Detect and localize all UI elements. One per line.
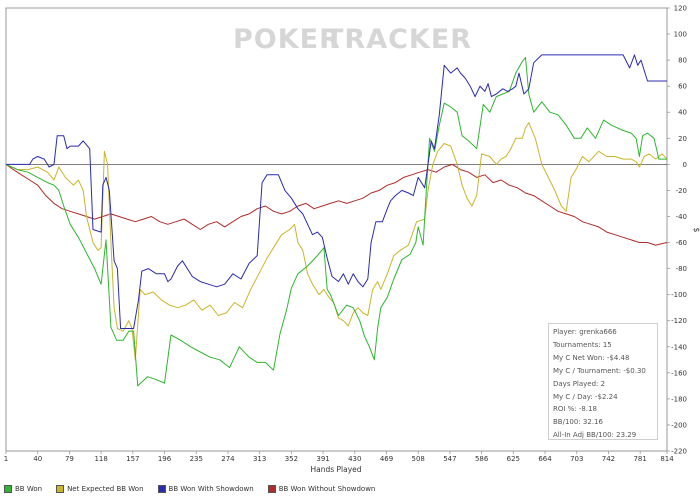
legend-label: BB Won With Showdown (168, 485, 254, 493)
x-tick-label: 625 (507, 455, 520, 463)
legend-label: BB Won (15, 485, 43, 493)
plot-frame (5, 7, 668, 452)
x-tick-label: 430 (348, 455, 361, 463)
y-tick-label: 20 (678, 135, 687, 143)
watermark-tracker: TRACKER (325, 24, 472, 55)
legend-swatch (267, 485, 276, 493)
y-tick-label: -160 (671, 369, 687, 377)
legend-item-bb-won[interactable]: BB Won (4, 485, 42, 493)
stats-tournaments: Tournaments: 15 (553, 340, 612, 349)
legend-swatch (4, 485, 12, 493)
x-axis-label: Hands Played (310, 465, 361, 474)
x-tick-label: 508 (412, 455, 425, 463)
y-tick-label: 120 (674, 5, 687, 13)
y-axis-label: $ (692, 228, 700, 233)
x-tick-label: 781 (633, 455, 646, 463)
y-tick-label: -140 (671, 343, 687, 351)
x-tick-label: 352 (285, 455, 298, 463)
y-tick-label: 0 (683, 161, 687, 169)
stats-net-won: My C Net Won: -$4.48 (553, 353, 630, 362)
stats-per-tournament: My C / Tournament: -$0.30 (553, 366, 646, 375)
y-tick-label: -180 (671, 395, 687, 403)
x-tick-label: 547 (443, 455, 456, 463)
stats-per-day: My C / Day: -$2.24 (553, 392, 618, 401)
y-tick-label: 40 (678, 109, 687, 117)
legend-swatch (56, 485, 65, 493)
y-tick-label: -220 (671, 448, 687, 456)
line-chart: POKER TRACKER 1 40 79 118 157 196 235 274 313 352… (4, 5, 700, 475)
y-tick-label: -200 (671, 421, 687, 429)
legend-item-with-showdown[interactable]: BB Won With Showdown (157, 485, 254, 493)
x-tick-label: 814 (660, 455, 674, 463)
x-tick-label: 79 (65, 455, 74, 463)
y-tick-label: -100 (671, 291, 687, 299)
x-tick-label: 274 (221, 455, 235, 463)
y-tick-label: -40 (676, 213, 687, 221)
x-tick-label: 313 (253, 455, 266, 463)
x-tick-label: 742 (602, 455, 615, 463)
series-group (5, 54, 668, 387)
y-tick-label: 80 (678, 57, 687, 65)
y-tick-label: -120 (671, 317, 687, 325)
x-tick-label: 664 (538, 455, 552, 463)
y-tick-label: -20 (676, 187, 687, 195)
legend: BB Won Net Expected BB Won BB Won With S… (4, 482, 375, 496)
series-line-net-expected-bb-won (5, 122, 668, 361)
legend-label: Net Expected BB Won (67, 485, 144, 493)
stats-player: Player: grenka666 (553, 328, 617, 336)
x-tick-label: 1 (4, 455, 8, 463)
x-tick-label: 40 (33, 455, 42, 463)
y-axis: 120 100 80 60 40 20 0 -20 -40 -60 -80 -100 -120 -140 -… (667, 5, 687, 456)
x-tick-label: 235 (190, 455, 203, 463)
watermark-poker: POKER (233, 24, 341, 55)
x-axis: 1 40 79 118 157 196 235 274 313 352 391 430 469 508 54… (4, 451, 674, 463)
stats-panel: Player: grenka666 Tournaments: 15 My C N… (548, 323, 658, 440)
series-line-bb-won-with-showdown (6, 54, 667, 329)
x-tick-label: 157 (126, 455, 139, 463)
x-tick-label: 118 (94, 455, 107, 463)
x-tick-label: 391 (316, 455, 329, 463)
x-tick-label: 196 (158, 455, 172, 463)
legend-item-net-expected[interactable]: Net Expected BB Won (56, 485, 144, 493)
y-tick-label: 100 (674, 31, 687, 39)
series-line-bb-won (5, 57, 667, 387)
legend-swatch (157, 485, 166, 493)
stats-roi: ROI %: -8.18 (553, 405, 598, 414)
x-tick-label: 469 (380, 455, 393, 463)
series-line-bb-won-without-showdown (5, 163, 668, 246)
stats-days-played: Days Played: 2 (553, 379, 606, 388)
x-tick-label: 586 (475, 455, 489, 463)
legend-label: BB Won Without Showdown (278, 485, 376, 493)
y-tick-label: 60 (678, 83, 687, 91)
stats-allin-bb-per-100: All-In Adj BB/100: 23.29 (553, 431, 637, 440)
stats-bb-per-100: BB/100: 32.16 (553, 418, 603, 427)
x-tick-label: 703 (570, 455, 583, 463)
y-tick-label: -60 (676, 239, 687, 247)
y-tick-label: -80 (676, 265, 687, 273)
legend-item-without-showdown[interactable]: BB Won Without Showdown (267, 485, 376, 493)
